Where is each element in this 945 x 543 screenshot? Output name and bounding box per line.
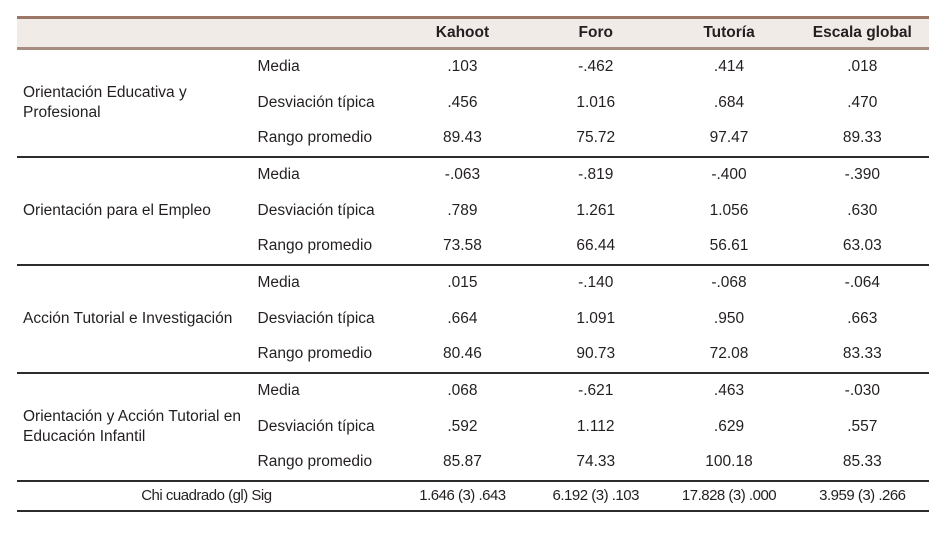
table-row: Rango promedio 80.46 90.73 72.08 83.33	[17, 337, 929, 373]
statistics-table: Kahoot Foro Tutoría Escala global Orient…	[17, 16, 929, 512]
value-cell: 97.47	[709, 129, 749, 146]
value-cell: 85.33	[842, 453, 882, 470]
header-col-foro: Foro	[578, 24, 613, 41]
table-footer: Chi cuadrado (gl) Sig 1.646 (3) .643 6.1…	[17, 480, 929, 511]
value-cell: .630	[847, 201, 878, 219]
value-cell: -.819	[578, 166, 614, 183]
value-cell: .950	[713, 309, 745, 327]
group-orientacion-empleo: Orientación para el Empleo Media -.063 -…	[17, 156, 929, 265]
value-cell: .414	[713, 58, 745, 76]
stat-label: Rango promedio	[257, 345, 373, 362]
value-cell: .103	[447, 58, 478, 76]
value-cell: .663	[847, 309, 878, 327]
stat-label: Rango promedio	[257, 453, 373, 470]
value-cell: 72.08	[709, 345, 749, 362]
value-cell: -.462	[578, 58, 614, 76]
table-row: Desviación típica .456 1.016 .684 .470	[17, 85, 929, 121]
stat-label: Media	[257, 382, 300, 399]
table-header: Kahoot Foro Tutoría Escala global	[17, 17, 929, 49]
value-cell: 1.056	[709, 201, 749, 219]
group-label: Orientación Educativa y Profesional	[23, 84, 187, 121]
value-cell: -.030	[844, 382, 880, 399]
value-cell: .068	[447, 382, 478, 399]
chi-squared-label: Chi cuadrado (gl) Sig	[141, 487, 272, 504]
value-cell: -.400	[711, 166, 747, 183]
header-col-tutoria: Tutoría	[703, 24, 755, 41]
group-orientacion-educativa: Orientación Educativa y Profesional Medi…	[17, 49, 929, 157]
header-row: Kahoot Foro Tutoría Escala global	[17, 17, 929, 49]
value-cell: 66.44	[576, 237, 616, 254]
table-row: Orientación y Acción Tutorial en Educaci…	[17, 373, 929, 445]
group-label: Orientación para el Empleo	[23, 201, 211, 219]
value-cell: 89.33	[842, 129, 882, 146]
value-cell: 85.87	[443, 453, 482, 470]
value-cell: .463	[713, 382, 745, 399]
group-label: Acción Tutorial e Investigación	[23, 309, 233, 327]
value-cell: .629	[713, 417, 745, 435]
chi-squared-tutoria: 17.828 (3) .000	[681, 487, 777, 504]
value-cell: 63.03	[842, 237, 882, 254]
value-cell: -.063	[444, 166, 481, 183]
value-cell: .664	[447, 309, 478, 327]
group-accion-tutorial: Acción Tutorial e Investigación Media .0…	[17, 264, 929, 373]
stat-label: Media	[257, 58, 300, 76]
chi-squared-escala-global: 3.959 (3) .266	[819, 487, 906, 504]
stat-label: Rango promedio	[257, 237, 373, 254]
value-cell: .592	[447, 417, 478, 435]
table-row: Rango promedio 73.58 66.44 56.61 63.03	[17, 229, 929, 265]
header-col-escala-global: Escala global	[812, 24, 912, 41]
value-cell: 56.61	[709, 237, 749, 254]
value-cell: 1.261	[576, 201, 616, 219]
value-cell: .456	[447, 93, 478, 111]
value-cell: .557	[847, 417, 878, 435]
value-cell: .018	[847, 58, 878, 76]
value-cell: 100.18	[705, 453, 753, 470]
group-label: Orientación y Acción Tutorial en Educaci…	[23, 408, 241, 445]
value-cell: 73.58	[443, 237, 482, 254]
value-cell: -.068	[711, 274, 747, 291]
value-cell: 89.43	[443, 129, 482, 146]
table-row: Rango promedio 89.43 75.72 97.47 89.33	[17, 121, 929, 157]
value-cell: 74.33	[576, 453, 616, 470]
header-empty-group	[17, 18, 256, 49]
table-row: Desviación típica .592 1.112 .629 .557	[17, 409, 929, 445]
stat-label: Desviación típica	[257, 309, 375, 327]
stat-label: Media	[257, 166, 300, 183]
value-cell: .015	[447, 274, 478, 291]
value-cell: 1.016	[576, 93, 616, 111]
value-cell: -.621	[578, 382, 614, 399]
chi-squared-kahoot: 1.646 (3) .643	[419, 487, 506, 504]
value-cell: -.390	[844, 166, 880, 183]
value-cell: .470	[847, 93, 878, 111]
stat-label: Desviación típica	[257, 93, 375, 111]
value-cell: 80.46	[443, 345, 482, 362]
header-empty-stat	[256, 18, 396, 49]
table-row: Desviación típica .789 1.261 1.056 .630	[17, 193, 929, 229]
value-cell: 75.72	[576, 129, 616, 146]
value-cell: 1.091	[576, 309, 616, 327]
value-cell: 90.73	[576, 345, 616, 362]
value-cell: .789	[447, 201, 478, 219]
footer-row: Chi cuadrado (gl) Sig 1.646 (3) .643 6.1…	[17, 481, 929, 511]
value-cell: -.140	[578, 274, 614, 291]
chi-squared-foro: 6.192 (3) .103	[552, 487, 640, 504]
table-row: Desviación típica .664 1.091 .950 .663	[17, 301, 929, 337]
value-cell: -.064	[844, 274, 880, 291]
stat-label: Rango promedio	[257, 129, 373, 146]
table-row: Orientación para el Empleo Media -.063 -…	[17, 157, 929, 219]
stat-label: Media	[257, 274, 300, 291]
stat-label: Desviación típica	[257, 417, 375, 435]
value-cell: 83.33	[842, 345, 882, 362]
value-cell: 1.112	[576, 417, 615, 435]
value-cell: .684	[713, 93, 745, 111]
stat-label: Desviación típica	[257, 201, 375, 219]
group-orientacion-infantil: Orientación y Acción Tutorial en Educaci…	[17, 372, 929, 481]
table-row: Acción Tutorial e Investigación Media .0…	[17, 265, 929, 327]
header-col-kahoot: Kahoot	[435, 24, 490, 41]
table-row: Rango promedio 85.87 74.33 100.18 85.33	[17, 445, 929, 481]
table-row: Orientación Educativa y Profesional Medi…	[17, 49, 929, 121]
